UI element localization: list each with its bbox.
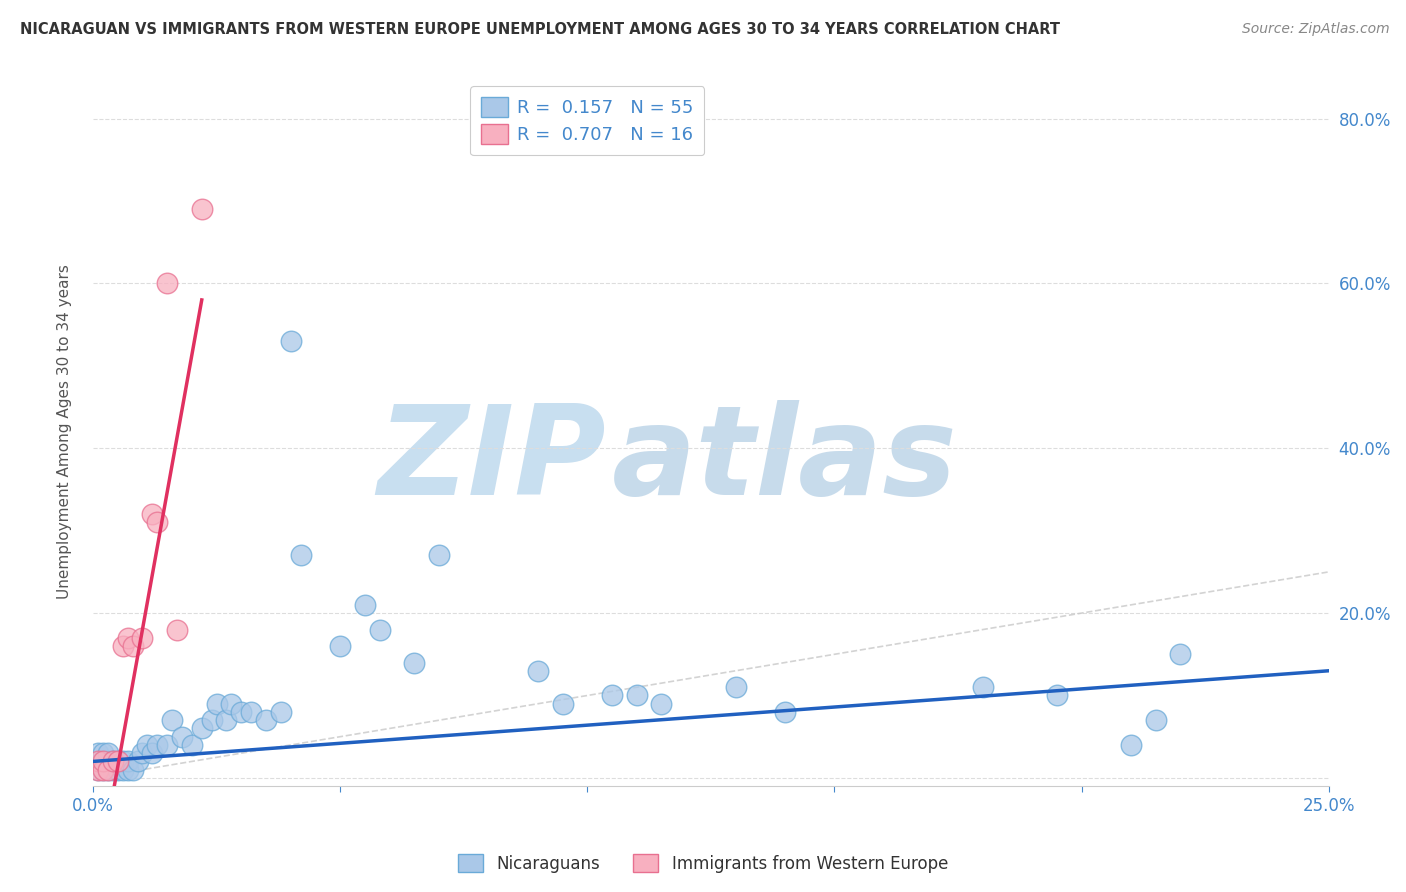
Point [141, 507, 163, 521]
Point [87, 755, 110, 769]
Point [600, 689, 623, 703]
Point [101, 755, 124, 769]
Point [354, 598, 377, 612]
Point [1144, 713, 1167, 727]
Point [626, 689, 648, 703]
Point [141, 746, 163, 760]
Point [156, 738, 179, 752]
Point [427, 549, 450, 563]
Point [91, 755, 114, 769]
Point [160, 713, 183, 727]
Point [127, 755, 149, 769]
Point [527, 664, 550, 678]
Point [121, 763, 143, 777]
Point [190, 722, 212, 736]
Text: atlas: atlas [612, 400, 957, 521]
Point [1119, 738, 1142, 752]
Point [87, 763, 110, 777]
Y-axis label: Unemployment Among Ages 30 to 34 years: Unemployment Among Ages 30 to 34 years [58, 264, 72, 599]
Point [190, 202, 212, 217]
Point [270, 705, 292, 719]
Point [724, 680, 747, 694]
Text: NICARAGUAN VS IMMIGRANTS FROM WESTERN EUROPE UNEMPLOYMENT AMONG AGES 30 TO 34 YE: NICARAGUAN VS IMMIGRANTS FROM WESTERN EU… [20, 22, 1060, 37]
Point [170, 730, 193, 744]
Point [97, 763, 120, 777]
Point [205, 697, 228, 711]
Point [101, 763, 124, 777]
Point [111, 763, 134, 777]
Point [91, 763, 114, 777]
Point [136, 738, 159, 752]
Point [404, 656, 426, 670]
Point [97, 746, 120, 760]
Point [111, 755, 134, 769]
Point [972, 680, 994, 694]
Point [1046, 689, 1069, 703]
Point [91, 755, 114, 769]
Point [156, 277, 179, 291]
Point [368, 623, 391, 637]
Point [117, 755, 139, 769]
Point [166, 623, 188, 637]
Point [254, 713, 277, 727]
Point [650, 697, 672, 711]
Point [87, 755, 110, 769]
Point [146, 516, 169, 530]
Point [91, 746, 114, 760]
Point [111, 639, 134, 653]
Point [87, 763, 110, 777]
Point [551, 697, 574, 711]
Point [91, 763, 114, 777]
Legend: R =  0.157   N = 55, R =  0.707   N = 16: R = 0.157 N = 55, R = 0.707 N = 16 [470, 87, 704, 155]
Point [1170, 648, 1192, 662]
Point [121, 639, 143, 653]
Point [131, 746, 153, 760]
Point [117, 763, 139, 777]
Point [97, 755, 120, 769]
Point [117, 631, 139, 645]
Point [131, 631, 153, 645]
Point [97, 763, 120, 777]
Point [101, 755, 124, 769]
Point [240, 705, 263, 719]
Point [221, 697, 243, 711]
Text: Source: ZipAtlas.com: Source: ZipAtlas.com [1241, 22, 1389, 37]
Point [87, 746, 110, 760]
Point [107, 763, 129, 777]
Point [215, 713, 238, 727]
Point [231, 705, 253, 719]
Text: ZIP: ZIP [377, 400, 606, 521]
Point [290, 549, 312, 563]
Point [773, 705, 796, 719]
Point [280, 334, 302, 348]
Point [180, 738, 202, 752]
Point [146, 738, 169, 752]
Point [201, 713, 224, 727]
Point [107, 755, 129, 769]
Legend: Nicaraguans, Immigrants from Western Europe: Nicaraguans, Immigrants from Western Eur… [451, 847, 955, 880]
Point [107, 755, 129, 769]
Point [329, 639, 352, 653]
